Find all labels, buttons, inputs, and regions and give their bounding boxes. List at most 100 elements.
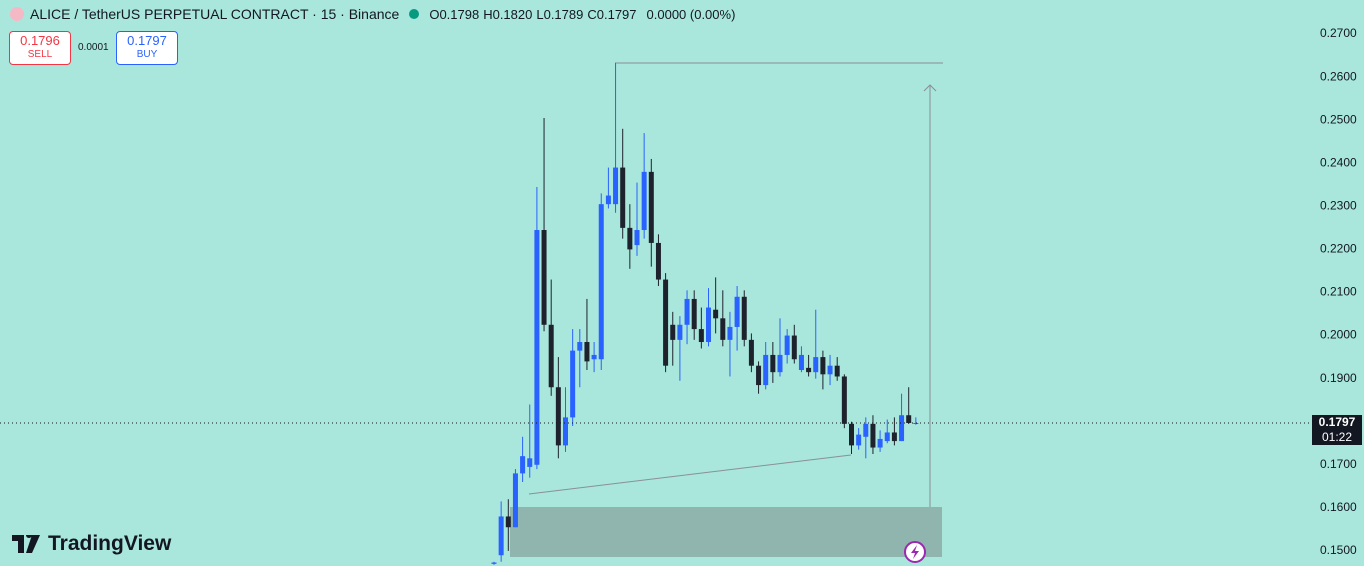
candle-body (512, 473, 518, 528)
candle-body (870, 423, 876, 448)
change: 0.0000 (0.00%) (646, 6, 736, 22)
candle-body (591, 354, 597, 360)
candle-body (849, 423, 854, 446)
candle-body (598, 204, 604, 360)
ohlc-label: O (429, 6, 440, 22)
trend-line (528, 454, 852, 495)
candle-body (863, 423, 869, 437)
candle-body (884, 432, 890, 442)
candle-body (627, 227, 633, 250)
candle-body (698, 329, 704, 343)
candle-body (648, 171, 654, 243)
candle-body (798, 354, 804, 371)
candle-body (613, 167, 619, 205)
candle-body (806, 367, 812, 373)
candle-body (727, 326, 733, 340)
candle-body (634, 230, 640, 246)
candle-body (906, 415, 912, 423)
candle-body (784, 335, 790, 355)
sell-button[interactable]: 0.1796 SELL (9, 31, 71, 65)
y-tick-label: 0.2000 (1320, 328, 1357, 342)
ohlc-value: 0.1798 (439, 6, 480, 22)
ohlc-label: H (483, 6, 493, 22)
candle-body (605, 195, 611, 205)
logo: TradingView (12, 532, 171, 556)
candle-body (741, 296, 747, 340)
candle-body (677, 324, 683, 340)
price-tag-price: 0.1797 (1318, 415, 1356, 429)
logo-mark (12, 535, 40, 553)
y-tick-label: 0.2700 (1320, 26, 1357, 40)
candle-body (555, 387, 561, 446)
ohlc-label: L (536, 6, 544, 22)
ohlc-value: 0.1797 (596, 6, 637, 22)
candle-body (763, 354, 769, 386)
candle-body (770, 354, 776, 373)
symbol: ALICE / TetherUS PERPETUAL CONTRACT · 15… (30, 6, 400, 22)
candle-body (584, 342, 590, 362)
candle-body (791, 335, 797, 360)
candle-body (534, 230, 540, 465)
candle-body (777, 354, 783, 373)
candle-body (756, 365, 762, 386)
symbol-icon (10, 7, 24, 21)
candle-body (577, 342, 583, 351)
header: ALICE / TetherUS PERPETUAL CONTRACT · 15… (10, 6, 735, 22)
candle-body (813, 357, 819, 373)
ohlc: O0.1798 H0.1820 L0.1789 C0.1797 (429, 7, 640, 22)
candle-body (498, 516, 504, 556)
candle-body (856, 434, 862, 446)
y-tick-label: 0.2200 (1320, 242, 1357, 256)
y-tick-label: 0.2500 (1320, 112, 1357, 126)
candle-body (841, 376, 847, 424)
buy-label: BUY (136, 49, 158, 60)
candle-body (820, 357, 826, 375)
candle-body (663, 279, 669, 366)
range-box (510, 507, 942, 557)
candle-body (691, 298, 697, 330)
candle-body (620, 167, 626, 228)
countdown: 01:22 (1321, 430, 1353, 444)
candle-body (748, 339, 754, 366)
sell-label: SELL (27, 49, 53, 60)
buy-price: 0.1797 (127, 33, 167, 48)
candle-body (655, 242, 661, 280)
arrow-head (923, 84, 937, 92)
y-tick-label: 0.1600 (1320, 500, 1357, 514)
price-tag: 0.1797 01:22 (1312, 415, 1362, 445)
y-tick-label: 0.2300 (1320, 198, 1357, 212)
candle-body (899, 415, 905, 442)
candle-body (877, 438, 883, 448)
candle-body (713, 309, 719, 319)
candle-body (913, 422, 919, 424)
spread: 0.0001 (78, 42, 109, 53)
y-tick-label: 0.1900 (1320, 371, 1357, 385)
candle-body (684, 298, 690, 325)
candle-body (548, 324, 554, 388)
candle-body (541, 230, 547, 325)
buy-button[interactable]: 0.1797 BUY (116, 31, 178, 65)
alert-bolt (911, 545, 919, 559)
y-tick-label: 0.2600 (1320, 69, 1357, 83)
sell-price: 0.1796 (20, 33, 60, 48)
y-tick-label: 0.1700 (1320, 457, 1357, 471)
candle-body (891, 432, 897, 442)
ohlc-value: 0.1820 (492, 6, 533, 22)
candle-body (720, 318, 726, 340)
logo-text: TradingView (48, 532, 172, 555)
y-tick-label: 0.2400 (1320, 155, 1357, 169)
candle-body (491, 562, 497, 564)
y-tick-label: 0.1500 (1320, 543, 1357, 557)
candle-body (706, 307, 711, 343)
status-dot (409, 9, 420, 19)
candle-body (834, 365, 840, 377)
candle-body (670, 324, 676, 340)
candle-body (641, 171, 647, 231)
candle-body (520, 456, 526, 474)
candle-body (734, 296, 740, 327)
ohlc-value: 0.1789 (543, 6, 584, 22)
candle-body (527, 458, 533, 467)
ohlc-label: C (587, 6, 597, 22)
